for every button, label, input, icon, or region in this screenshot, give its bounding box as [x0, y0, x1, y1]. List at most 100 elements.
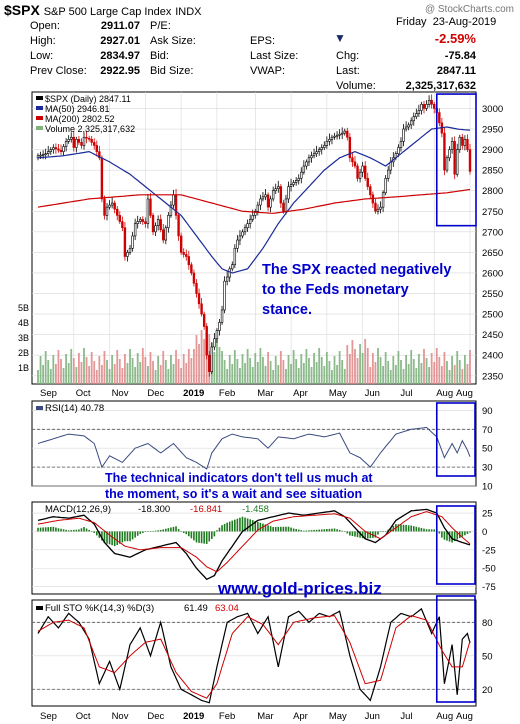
- macd-histogram-bar: [142, 531, 144, 533]
- volume-bar: [412, 359, 415, 384]
- rsi-axis-tick-label: 50: [482, 444, 493, 455]
- volume-bar: [239, 368, 241, 384]
- volume-bar: [285, 369, 287, 384]
- sto-k-line: [37, 607, 471, 704]
- volume-bar: [72, 358, 75, 384]
- volume-bar: [256, 362, 259, 384]
- volume-bar: [101, 365, 103, 384]
- volume-bar: [93, 361, 96, 384]
- volume-bar: [221, 351, 223, 384]
- macd-histogram-bar: [331, 528, 333, 532]
- volume-bar: [440, 366, 443, 384]
- macd-histogram-bar: [297, 529, 300, 532]
- volume-bar: [425, 358, 428, 384]
- macd-histogram-bar: [315, 529, 318, 532]
- volume-bar: [430, 353, 433, 384]
- price-x-tick-label: May: [329, 388, 347, 399]
- price-candle-body: [254, 210, 257, 216]
- volume-bar: [269, 361, 272, 384]
- macd-panel-frame: [31, 501, 477, 595]
- high-label: High:: [30, 35, 56, 47]
- price-candle-body: [445, 157, 449, 171]
- price-candle-body: [458, 136, 461, 150]
- volume-bar: [371, 353, 374, 384]
- price-candle-body: [335, 134, 339, 137]
- watermark[interactable]: @ StockCharts.com: [424, 4, 514, 15]
- volume-bar: [236, 359, 239, 384]
- volume-bar: [346, 345, 349, 384]
- price-axis-tick-label: 3000: [482, 104, 503, 115]
- volume-bar: [203, 339, 206, 384]
- volume-bar: [65, 354, 68, 384]
- price-candle-body: [243, 227, 247, 233]
- macd-histogram-bar: [80, 528, 83, 532]
- volume-bar: [198, 344, 200, 384]
- volume-bar: [95, 370, 98, 384]
- macd-histogram-bar: [90, 531, 93, 532]
- volume-tick-label: 4B: [18, 318, 29, 328]
- price-candle-body: [190, 264, 193, 274]
- price-candle-body: [141, 219, 145, 222]
- rsi-axis-tick-label: 10: [482, 482, 493, 493]
- quote-day: Friday: [396, 16, 427, 28]
- price-candle-body: [195, 282, 198, 294]
- price-candle-body: [47, 151, 50, 154]
- macd-histogram-bar: [310, 530, 313, 532]
- macd-histogram-bar: [415, 526, 418, 532]
- indicator-annotation-line: the moment, so it's a wait and see situa…: [105, 487, 362, 501]
- macd-histogram-bar: [269, 526, 272, 532]
- macd-axis-tick-label: -75: [482, 582, 496, 593]
- price-candle-body: [307, 157, 311, 163]
- volume-bar: [147, 366, 149, 384]
- macd-histogram-bar: [346, 531, 349, 534]
- macd-histogram-bar: [188, 531, 190, 537]
- price-candle-body: [305, 161, 308, 167]
- macd-histogram-bar: [407, 525, 410, 532]
- price-candle-body: [369, 186, 372, 196]
- sto-x-tick-label: 2019: [183, 711, 204, 722]
- quote-date: 23-Aug-2019: [432, 16, 497, 28]
- price-candle-body: [384, 178, 387, 194]
- macd-histogram-bar: [356, 531, 359, 538]
- lastsize-label: Last Size:: [250, 50, 299, 62]
- volume-bar: [292, 350, 295, 384]
- price-candle-body: [54, 147, 58, 150]
- volume-bar: [402, 369, 405, 384]
- price-x-tick-label: Jul: [400, 388, 412, 399]
- sto-x-tick-label: Mar: [257, 711, 273, 722]
- price-candle-body: [256, 204, 260, 212]
- price-axis-tick-label: 2400: [482, 351, 503, 362]
- sto-x-tick-label: Apr: [293, 711, 308, 722]
- macd-histogram-bar: [62, 529, 65, 532]
- macd-legend-value: -1.458: [242, 504, 269, 515]
- price-candle-body: [407, 124, 410, 128]
- macd-histogram-bar: [118, 531, 121, 544]
- volume-bar: [387, 361, 390, 384]
- volume-bar: [157, 356, 160, 384]
- price-candle-body: [90, 138, 93, 143]
- price-candle-body: [284, 198, 288, 212]
- volume-bar: [328, 361, 331, 384]
- macd-histogram-bar: [70, 530, 73, 532]
- price-axis-tick-label: 2950: [482, 125, 503, 136]
- volume-bar: [77, 353, 80, 384]
- macd-histogram-bar: [423, 528, 425, 532]
- volume-bar: [167, 369, 170, 384]
- price-candle-body: [169, 204, 173, 216]
- price-annotation-line: The SPX reacted negatively: [262, 262, 451, 278]
- macd-histogram-bar: [392, 525, 395, 532]
- macd-histogram-bar: [251, 520, 254, 532]
- macd-histogram-bar: [428, 529, 430, 532]
- macd-histogram-bar: [198, 531, 200, 543]
- volume-bar: [438, 357, 441, 384]
- open-value: 2911.07: [100, 20, 140, 32]
- price-axis-tick-label: 2600: [482, 268, 503, 279]
- price-candle-body: [93, 142, 96, 146]
- volume-bar: [106, 360, 108, 384]
- price-candle-body: [259, 198, 262, 206]
- volume-bar: [366, 348, 369, 384]
- volume-bar: [144, 357, 147, 384]
- volume-bar: [456, 351, 459, 384]
- volume-bar: [453, 365, 456, 384]
- macd-histogram-bar: [147, 531, 149, 532]
